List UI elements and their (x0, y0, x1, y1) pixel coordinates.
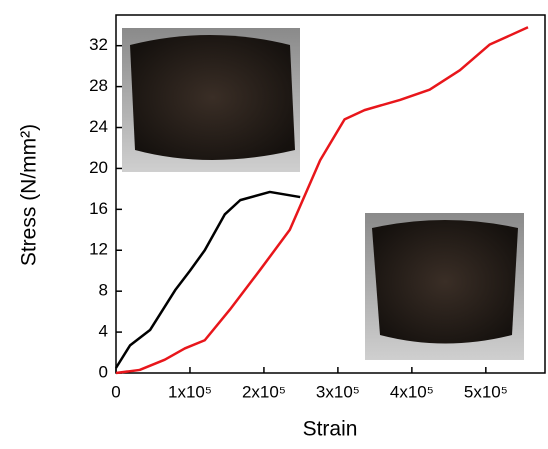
chart: Stress (N/mm²) Strain 0 4 8 12 16 20 24 28 32 0 1x… (0, 0, 548, 444)
y-tick-label: 20 (89, 158, 108, 177)
y-tick-label: 0 (99, 362, 108, 381)
photo-inset (122, 28, 300, 172)
y-tick-label: 12 (89, 240, 108, 259)
x-tick-label: 4x10⁵ (390, 382, 434, 401)
y-tick-label: 4 (99, 322, 108, 341)
x-tick-label: 5x10⁵ (464, 382, 508, 401)
y-tick-label: 24 (89, 117, 108, 136)
y-tick-label: 8 (99, 281, 108, 300)
x-axis-label: Strain (303, 418, 358, 441)
y-axis-label: Stress (N/mm²) (18, 124, 41, 266)
x-tick-label: 0 (111, 382, 120, 401)
y-tick-label: 32 (89, 35, 108, 54)
data-line (116, 192, 300, 368)
x-tick-label: 1x10⁵ (168, 382, 212, 401)
y-tick-label: 16 (89, 199, 108, 218)
y-tick-label: 28 (89, 76, 108, 95)
photo-inset (365, 213, 524, 360)
x-tick-label: 3x10⁵ (316, 382, 360, 401)
x-tick-label: 2x10⁵ (242, 382, 286, 401)
